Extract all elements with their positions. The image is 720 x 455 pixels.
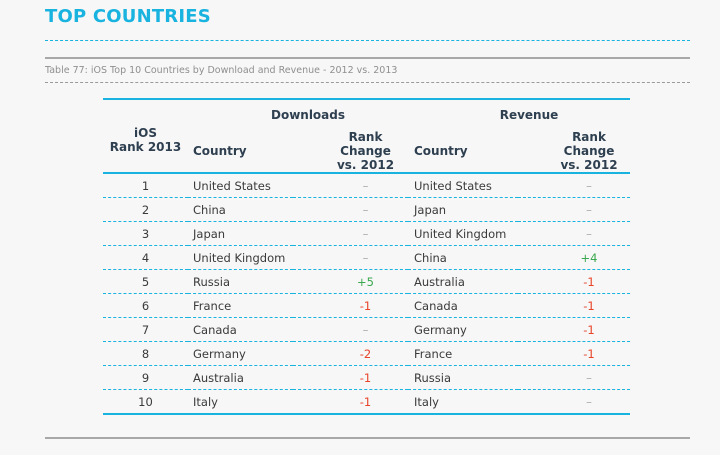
revenue-change-cell: -1 — [518, 341, 630, 366]
table-row: 9 Australia -1 Russia – — [103, 365, 630, 390]
revenue-change-cell: +4 — [518, 245, 630, 270]
revenue-change-cell: – — [518, 365, 630, 390]
rank-cell: 8 — [103, 341, 188, 366]
countries-table: iOS Rank 2013 Downloads Revenue Country R… — [103, 98, 630, 415]
rank-cell: 1 — [103, 173, 188, 198]
revenue-country-cell: China — [408, 245, 518, 270]
table-row: 4 United Kingdom – China +4 — [103, 245, 630, 270]
divider — [45, 82, 690, 83]
rank-cell: 10 — [103, 389, 188, 415]
downloads-country-cell: United Kingdom — [188, 245, 293, 270]
table-caption: Table 77: iOS Top 10 Countries by Downlo… — [45, 65, 398, 76]
downloads-change-cell: – — [293, 197, 408, 222]
rank-cell: 2 — [103, 197, 188, 222]
downloads-header: Downloads — [188, 98, 408, 130]
downloads-country-cell: Germany — [188, 341, 293, 366]
rank-cell: 9 — [103, 365, 188, 390]
rank-header: iOS Rank 2013 — [103, 98, 188, 174]
downloads-change-cell: – — [293, 173, 408, 198]
downloads-change-cell: – — [293, 245, 408, 270]
rank-cell: 6 — [103, 293, 188, 318]
downloads-change-header: Rank Change vs. 2012 — [293, 130, 408, 174]
section-title: TOP COUNTRIES — [45, 6, 211, 27]
revenue-change-cell: -1 — [518, 317, 630, 342]
downloads-country-cell: Canada — [188, 317, 293, 342]
revenue-country-cell: France — [408, 341, 518, 366]
revenue-change-cell: – — [518, 197, 630, 222]
revenue-country-cell: United Kingdom — [408, 221, 518, 246]
revenue-country-cell: Japan — [408, 197, 518, 222]
downloads-country-cell: Russia — [188, 269, 293, 294]
table-row: 6 France -1 Canada -1 — [103, 293, 630, 318]
downloads-change-cell: -1 — [293, 293, 408, 318]
revenue-country-cell: Russia — [408, 365, 518, 390]
downloads-country-cell: Australia — [188, 365, 293, 390]
rank-cell: 5 — [103, 269, 188, 294]
revenue-change-cell: – — [518, 221, 630, 246]
revenue-country-cell: Australia — [408, 269, 518, 294]
downloads-change-cell: – — [293, 317, 408, 342]
downloads-country-cell: Japan — [188, 221, 293, 246]
table-row: 2 China – Japan – — [103, 197, 630, 222]
revenue-change-cell: – — [518, 389, 630, 415]
revenue-country-cell: Germany — [408, 317, 518, 342]
downloads-change-cell: – — [293, 221, 408, 246]
downloads-change-cell: -1 — [293, 365, 408, 390]
revenue-change-cell: -1 — [518, 293, 630, 318]
downloads-country-cell: United States — [188, 173, 293, 198]
revenue-change-header: Rank Change vs. 2012 — [518, 130, 630, 174]
rank-cell: 3 — [103, 221, 188, 246]
downloads-change-cell: -2 — [293, 341, 408, 366]
divider — [45, 57, 690, 59]
downloads-country-cell: France — [188, 293, 293, 318]
revenue-change-cell: – — [518, 173, 630, 198]
table-row: 3 Japan – United Kingdom – — [103, 221, 630, 246]
table-row: 1 United States – United States – — [103, 173, 630, 198]
divider — [45, 40, 690, 41]
downloads-change-cell: +5 — [293, 269, 408, 294]
downloads-country-cell: China — [188, 197, 293, 222]
table-row: 5 Russia +5 Australia -1 — [103, 269, 630, 294]
table-row: 7 Canada – Germany -1 — [103, 317, 630, 342]
table-row: 8 Germany -2 France -1 — [103, 341, 630, 366]
revenue-country-cell: United States — [408, 173, 518, 198]
downloads-country-header: Country — [188, 130, 293, 174]
rank-cell: 7 — [103, 317, 188, 342]
divider — [45, 437, 690, 439]
revenue-country-cell: Canada — [408, 293, 518, 318]
revenue-country-cell: Italy — [408, 389, 518, 415]
revenue-country-header: Country — [408, 130, 518, 174]
rank-cell: 4 — [103, 245, 188, 270]
revenue-change-cell: -1 — [518, 269, 630, 294]
downloads-change-cell: -1 — [293, 389, 408, 415]
downloads-country-cell: Italy — [188, 389, 293, 415]
table-row: 10 Italy -1 Italy – — [103, 389, 630, 415]
revenue-header: Revenue — [408, 98, 630, 130]
